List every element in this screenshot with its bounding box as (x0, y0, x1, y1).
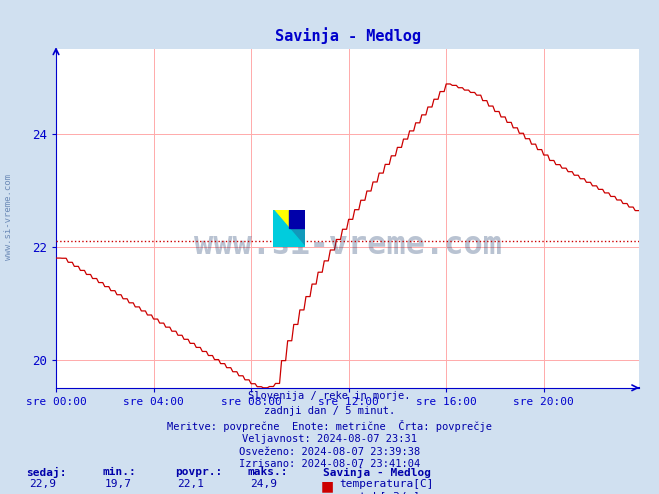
Text: 22,9: 22,9 (30, 479, 56, 489)
Text: Savinja - Medlog: Savinja - Medlog (323, 467, 431, 478)
Text: www.si-vreme.com: www.si-vreme.com (4, 174, 13, 260)
Polygon shape (273, 210, 305, 247)
Text: temperatura[C]: temperatura[C] (339, 479, 434, 489)
Text: ■: ■ (321, 492, 334, 494)
Text: min.:: min.: (102, 467, 136, 477)
Text: povpr.:: povpr.: (175, 467, 222, 477)
Polygon shape (289, 210, 305, 228)
Text: -nan: -nan (250, 492, 277, 494)
Polygon shape (273, 210, 305, 247)
Text: zadnji dan / 5 minut.: zadnji dan / 5 minut. (264, 406, 395, 416)
Text: Osveženo: 2024-08-07 23:39:38: Osveženo: 2024-08-07 23:39:38 (239, 447, 420, 456)
Text: Slovenija / reke in morje.: Slovenija / reke in morje. (248, 391, 411, 401)
Text: -nan: -nan (178, 492, 204, 494)
Polygon shape (273, 210, 289, 228)
Text: -nan: -nan (105, 492, 132, 494)
Text: 24,9: 24,9 (250, 479, 277, 489)
Text: -nan: -nan (30, 492, 56, 494)
Text: maks.:: maks.: (247, 467, 287, 477)
Text: Izrisano: 2024-08-07 23:41:04: Izrisano: 2024-08-07 23:41:04 (239, 459, 420, 469)
Text: 19,7: 19,7 (105, 479, 132, 489)
Text: pretok[m3/s]: pretok[m3/s] (339, 492, 420, 494)
Text: Meritve: povprečne  Enote: metrične  Črta: povprečje: Meritve: povprečne Enote: metrične Črta:… (167, 420, 492, 432)
Text: www.si-vreme.com: www.si-vreme.com (194, 230, 501, 261)
Text: Veljavnost: 2024-08-07 23:31: Veljavnost: 2024-08-07 23:31 (242, 434, 417, 444)
Text: sedaj:: sedaj: (26, 467, 67, 478)
Text: ■: ■ (321, 479, 334, 493)
Title: Savinja - Medlog: Savinja - Medlog (275, 27, 420, 44)
Text: 22,1: 22,1 (178, 479, 204, 489)
